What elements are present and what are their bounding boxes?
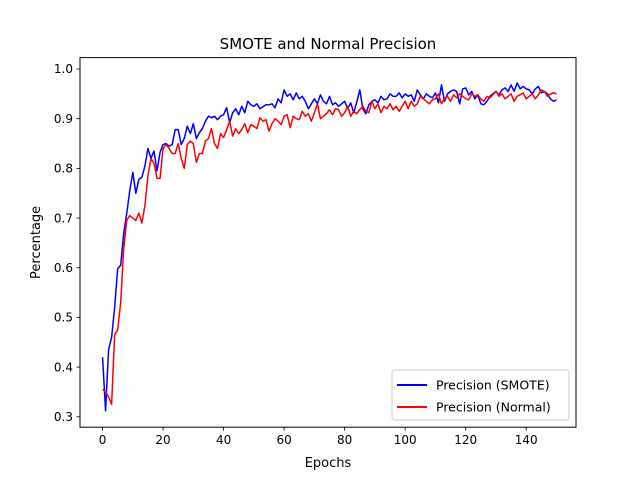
- series-line-1: [102, 89, 557, 406]
- plot-area: [80, 57, 576, 428]
- x-tick-label: 140: [515, 433, 538, 447]
- legend-box: [391, 369, 570, 421]
- y-tick-label: 0.5: [54, 311, 73, 325]
- x-tick-label: 60: [276, 433, 291, 447]
- y-axis-ticks: 0.3 0.4 0.5 0.6 0.7 0.8 0.9 1.0: [54, 62, 80, 424]
- chart-title: SMOTE and Normal Precision: [220, 35, 437, 53]
- y-tick-label: 0.4: [54, 360, 73, 374]
- x-tick-label: 80: [337, 433, 352, 447]
- x-tick-label: 40: [216, 433, 231, 447]
- legend-label-normal: Precision (Normal): [436, 400, 551, 415]
- y-tick-label: 0.8: [54, 162, 73, 176]
- x-tick-label: 20: [155, 433, 170, 447]
- plot-frame: [79, 57, 577, 428]
- x-tick-label: 120: [454, 433, 477, 447]
- legend-label-smote: Precision (SMOTE): [436, 378, 550, 393]
- series-line-0: [101, 82, 557, 412]
- y-tick-label: 0.3: [54, 410, 73, 424]
- legend: Precision (SMOTE) Precision (Normal): [391, 369, 570, 421]
- x-tick-label: 100: [394, 433, 417, 447]
- y-tick-label: 0.6: [54, 261, 73, 275]
- x-tick-label: 0: [99, 433, 107, 447]
- x-axis-label: Epochs: [305, 456, 352, 471]
- series-layer: [101, 82, 557, 412]
- y-tick-label: 0.9: [54, 112, 73, 126]
- y-axis-label: Percentage: [29, 206, 44, 279]
- y-tick-label: 1.0: [54, 62, 73, 76]
- x-axis-ticks: 0 20 40 60 80 100 120 140: [99, 427, 538, 447]
- y-tick-label: 0.7: [54, 211, 73, 225]
